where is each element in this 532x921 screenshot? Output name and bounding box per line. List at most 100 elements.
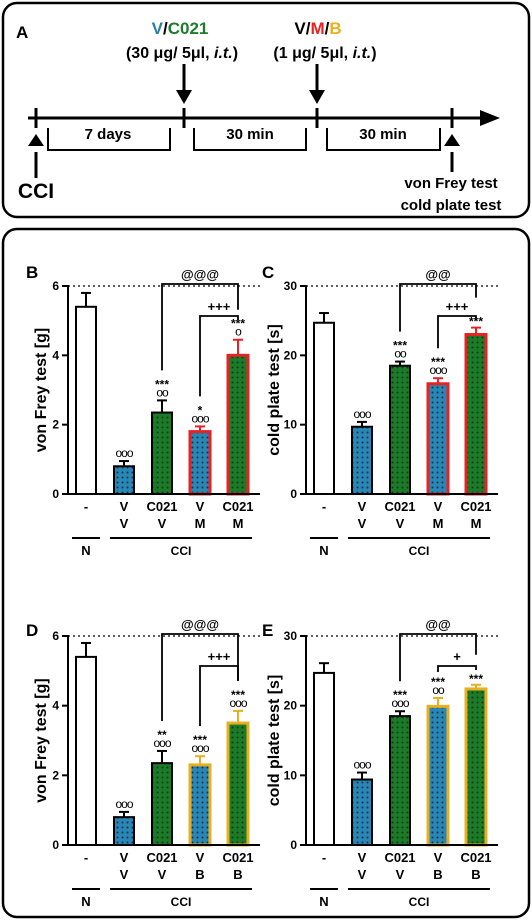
y-tick-label: 6 — [52, 279, 59, 293]
x-tick-label: B — [433, 867, 442, 882]
separator: / — [306, 19, 311, 38]
x-tick-label: V — [434, 850, 443, 865]
comparison-bracket-inner — [437, 315, 477, 349]
agent-b: B — [329, 19, 341, 38]
bar — [389, 715, 411, 846]
x-tick-label: V — [120, 850, 129, 865]
significance-circles: oo — [432, 683, 445, 697]
x-tick-label: M — [233, 516, 244, 531]
significance-circles: ooo — [115, 446, 133, 460]
comparison-bracket-outer-label: @@@ — [181, 617, 219, 632]
significance-stars: *** — [193, 733, 207, 747]
route-text: i.t. — [214, 45, 233, 62]
x-tick-label: B — [471, 867, 480, 882]
second-injection-agents: V/M/B — [294, 19, 341, 38]
group-label-n: N — [319, 894, 328, 909]
significance-circles: oo — [394, 347, 407, 361]
x-tick-label: C021 — [460, 499, 491, 514]
interval-bracket-1 — [47, 128, 171, 151]
x-tick-label: C021 — [384, 850, 415, 865]
x-tick-label: V — [120, 499, 129, 514]
significance-circles: ooo — [115, 797, 133, 811]
y-axis-label: cold plate test [s] — [266, 324, 283, 456]
significance-stars: *** — [393, 339, 407, 353]
y-tick-label: 10 — [284, 418, 298, 432]
significance-circles: ooo — [391, 696, 409, 710]
comparison-bracket-inner — [437, 665, 477, 672]
agent-m: M — [310, 19, 324, 38]
bar — [426, 704, 450, 847]
test-arrowhead — [444, 134, 460, 146]
bar — [188, 430, 212, 496]
separator: / — [163, 19, 168, 38]
significance-stars: *** — [231, 688, 245, 702]
test-label-von-frey: von Frey test — [404, 175, 497, 192]
x-tick-label: V — [196, 850, 205, 865]
timeline-frame — [1, 1, 531, 219]
comparison-bracket-outer — [161, 283, 239, 371]
y-tick-label: 10 — [284, 768, 298, 782]
comparison-bracket-outer — [399, 283, 477, 332]
significance-stars: *** — [231, 317, 245, 331]
x-tick-label: V — [158, 867, 167, 882]
comparison-bracket-outer-label: @@@ — [181, 267, 219, 282]
comparison-bracket-inner-label: +++ — [446, 299, 469, 314]
comparison-bracket-outer — [161, 633, 239, 721]
agent-v: V — [152, 19, 164, 38]
bar — [113, 816, 135, 847]
separator: / — [325, 19, 330, 38]
significance-stars: *** — [155, 377, 169, 391]
x-tick-label: M — [471, 516, 482, 531]
significance-stars: * — [198, 403, 203, 417]
x-tick-label: - — [84, 499, 88, 514]
y-tick-label: 0 — [290, 487, 297, 501]
x-tick-label: - — [322, 850, 326, 865]
bar — [389, 364, 411, 495]
x-tick-label: V — [396, 516, 405, 531]
dose-close: ) — [233, 45, 238, 62]
x-tick-label: B — [195, 867, 204, 882]
x-tick-label: V — [358, 850, 367, 865]
significance-circles: ooo — [353, 758, 371, 772]
y-tick-label: 0 — [290, 838, 297, 852]
significance-stars: *** — [469, 672, 483, 686]
dose-text: (1 μg/ 5μl, — [273, 45, 352, 62]
bar — [351, 425, 373, 496]
panel-label: C — [262, 263, 274, 282]
x-tick-label: C021 — [222, 499, 253, 514]
timeline-arrowhead — [480, 110, 500, 126]
significance-stars: ** — [157, 728, 167, 742]
x-tick-label: - — [322, 499, 326, 514]
significance-circles: ooo — [191, 741, 209, 755]
y-tick-label: 2 — [52, 768, 59, 782]
significance-circles: oo — [156, 385, 169, 399]
interval-1-label: 7 days — [85, 126, 132, 143]
comparison-bracket-outer-label: @@ — [425, 617, 450, 632]
x-tick-label: M — [195, 516, 206, 531]
significance-circles: o — [235, 325, 242, 339]
y-axis-label: von Frey test [g] — [33, 328, 50, 452]
comparison-bracket-inner — [199, 665, 239, 727]
significance-stars: *** — [431, 355, 445, 369]
second-injection-dose: (1 μg/ 5μl, i.t.) — [273, 45, 376, 62]
significance-circles: ooo — [153, 736, 171, 750]
x-tick-label: C021 — [384, 499, 415, 514]
y-axis-label: von Frey test [g] — [33, 678, 50, 802]
dose-close: ) — [371, 45, 376, 62]
first-injection-dose: (30 μg/ 5μl, i.t.) — [126, 45, 238, 62]
group-label-cci: CCI — [171, 544, 192, 558]
first-injection-agents: V/C021 — [152, 19, 209, 38]
y-tick-label: 30 — [284, 279, 298, 293]
interval-2-label: 30 min — [226, 126, 274, 143]
bar — [75, 305, 97, 495]
panel-label: E — [262, 621, 273, 640]
agent-v: V — [294, 19, 306, 38]
bar — [151, 411, 173, 495]
x-tick-label: B — [233, 867, 242, 882]
x-tick-label: C021 — [146, 499, 177, 514]
